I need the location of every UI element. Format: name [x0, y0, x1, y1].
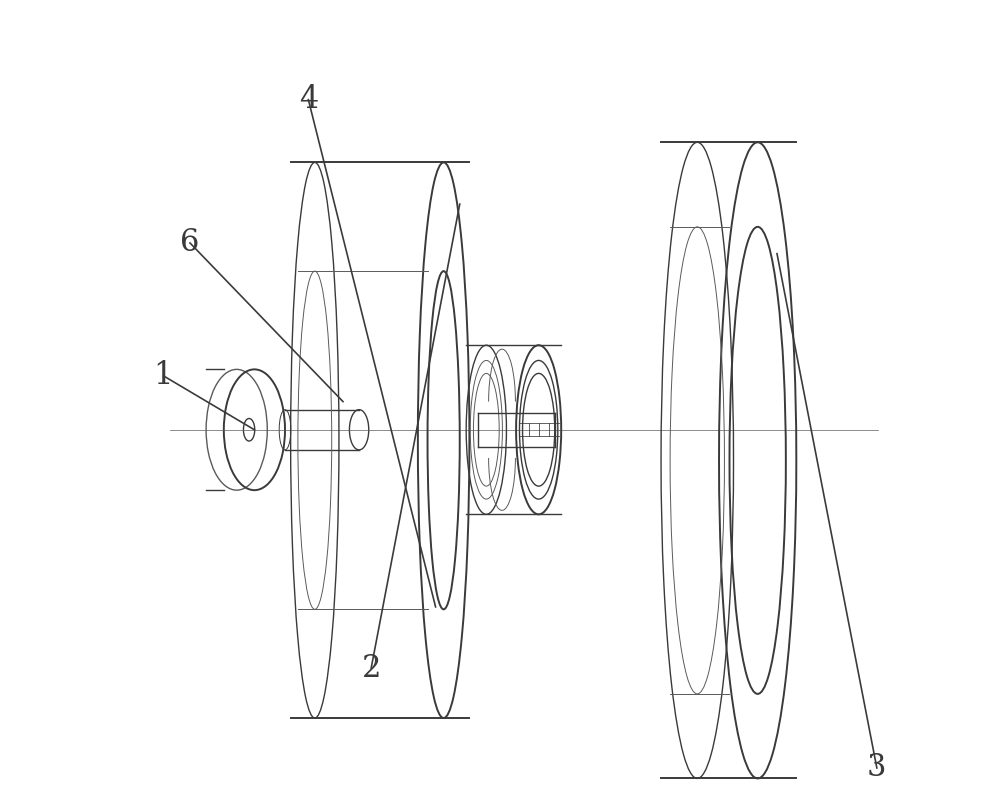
- Text: 6: 6: [180, 228, 200, 259]
- Text: 4: 4: [299, 84, 318, 115]
- Text: 1: 1: [154, 360, 173, 391]
- Text: 3: 3: [867, 752, 887, 784]
- Text: 2: 2: [361, 653, 381, 684]
